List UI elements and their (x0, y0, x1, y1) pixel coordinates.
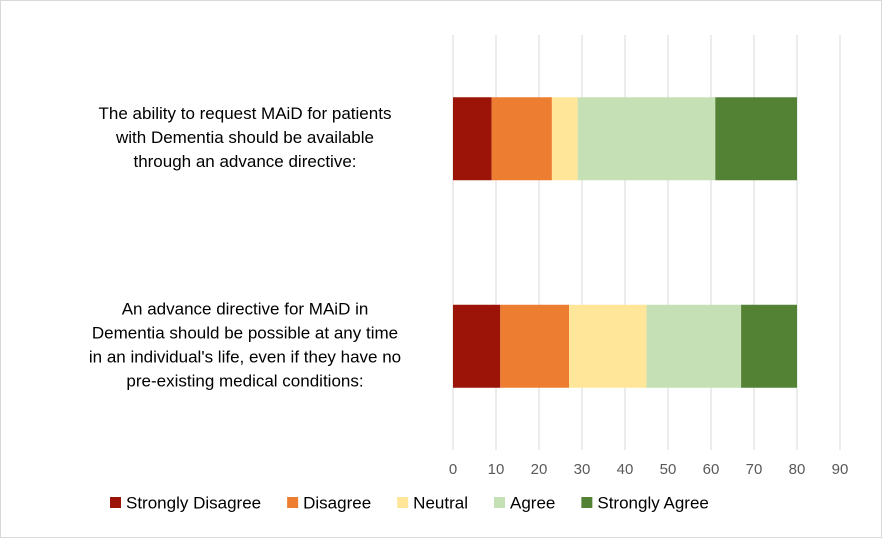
category-label: An advance directive for MAiD in (122, 300, 369, 319)
category-label: through an advance directive: (133, 152, 356, 171)
x-tick-label: 80 (789, 461, 806, 478)
bar-segment (491, 97, 552, 181)
bar-segment (500, 304, 570, 388)
bar-segment (741, 304, 797, 388)
legend-swatch (287, 497, 299, 508)
x-tick-label: 0 (449, 461, 457, 478)
legend-label: Strongly Disagree (126, 493, 261, 512)
category-label: pre-existing medical conditions: (126, 372, 363, 391)
x-tick-label: 90 (832, 461, 849, 478)
x-tick-label: 10 (488, 461, 505, 478)
category-label: The ability to request MAiD for patients (99, 104, 392, 123)
bar-segment (453, 304, 501, 388)
legend-swatch (110, 497, 121, 508)
category-label: in an individual's life, even if they ha… (89, 348, 401, 367)
legend-label: Disagree (303, 493, 371, 512)
x-tick-label: 40 (617, 461, 634, 478)
bar-segment (715, 97, 797, 181)
x-tick-label: 50 (660, 461, 677, 478)
legend-swatch (581, 497, 593, 508)
x-tick-label: 20 (531, 461, 548, 478)
bar-segment (577, 97, 716, 181)
bar-segment (569, 304, 647, 388)
bar-segment (551, 97, 578, 181)
legend-label: Neutral (413, 493, 468, 512)
x-tick-label: 60 (703, 461, 720, 478)
x-tick-label: 70 (746, 461, 763, 478)
legend-label: Strongly Agree (597, 493, 709, 512)
category-label: with Dementia should be available (115, 128, 374, 147)
legend-swatch (397, 497, 409, 508)
x-tick-label: 30 (574, 461, 591, 478)
category-label: Dementia should be possible at any time (92, 324, 398, 343)
legend-swatch (493, 497, 505, 508)
legend-label: Agree (510, 493, 555, 512)
bar-segment (453, 97, 492, 181)
bar-segment (646, 304, 742, 388)
